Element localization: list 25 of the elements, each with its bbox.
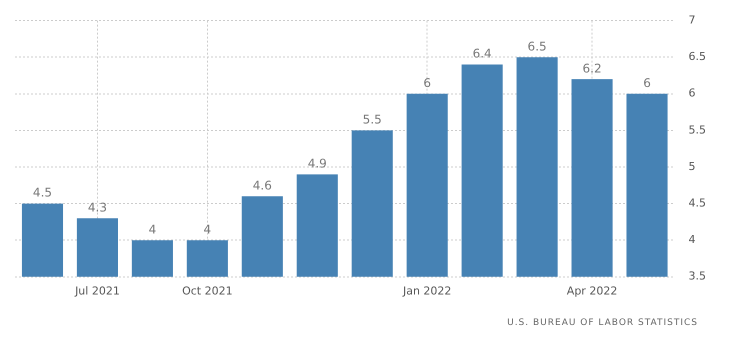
y-tick-label: 4 xyxy=(688,233,696,246)
data-label: 4 xyxy=(148,222,156,236)
x-tick-label: Jul 2021 xyxy=(74,284,120,298)
data-label: 4.3 xyxy=(88,200,107,214)
y-tick-label: 5.5 xyxy=(688,123,706,136)
y-tick-label: 6.5 xyxy=(688,50,706,64)
y-tick-label: 6 xyxy=(688,86,696,100)
x-tick-label: Jan 2022 xyxy=(402,284,452,298)
x-tick-label: Oct 2021 xyxy=(182,284,233,298)
x-tick-label: Apr 2022 xyxy=(566,284,618,298)
data-label: 6 xyxy=(643,76,651,90)
data-label: 4.5 xyxy=(32,186,52,200)
data-label: 6.5 xyxy=(528,39,547,54)
y-tick-label: 7 xyxy=(688,13,696,26)
y-tick-label: 4.5 xyxy=(688,196,706,210)
data-label: 6.2 xyxy=(582,61,602,76)
y-tick-label: 3.5 xyxy=(688,270,706,283)
text: U.S. BUREAU OF LABOR STATISTICS xyxy=(507,318,698,328)
y-tick-label: 5 xyxy=(688,160,696,173)
data-label: 5.5 xyxy=(362,112,382,127)
data-label: 6.4 xyxy=(472,46,492,61)
data-label: 4.9 xyxy=(308,156,327,170)
data-label: 4.6 xyxy=(252,178,272,192)
data-label: 4 xyxy=(204,222,212,236)
data-label: 6 xyxy=(423,76,432,90)
